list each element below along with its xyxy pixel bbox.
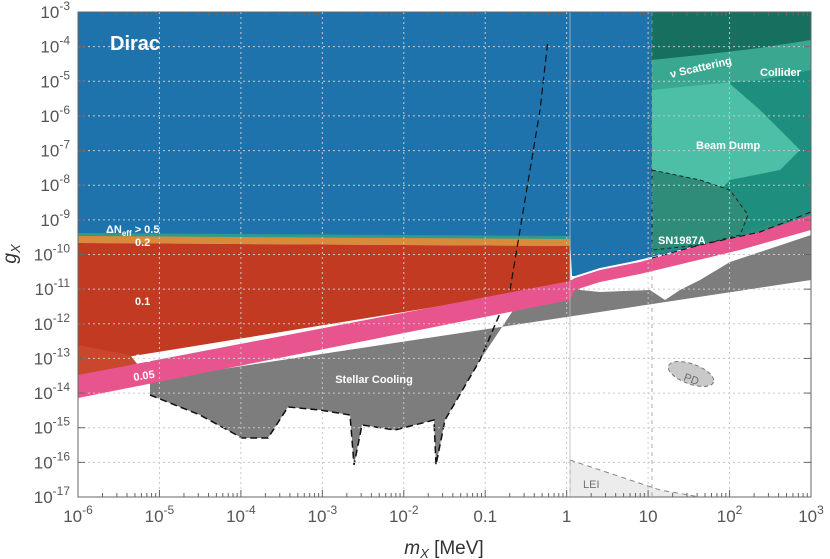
y-tick-label: 10-8 bbox=[40, 172, 70, 195]
y-axis-label: gX bbox=[0, 243, 23, 264]
y-tick-label: 10-7 bbox=[40, 138, 70, 161]
panel-label: Dirac bbox=[110, 33, 160, 55]
x-axis-label: mX [MeV] bbox=[404, 538, 483, 559]
x-tick-labels: 10-6 10-5 10-4 10-3 10-2 0.1 1 10 102 103 bbox=[63, 12, 824, 526]
teal-thin-band bbox=[78, 233, 570, 239]
y-tick-label: 10-10 bbox=[34, 242, 71, 265]
sn1987a-label: SN1987A bbox=[658, 235, 706, 247]
blue-region-boundary bbox=[509, 39, 549, 291]
y-tick-labels: 10-17 10-16 10-15 10-14 10-13 10-12 10-11 10-10… bbox=[34, 0, 811, 507]
pd-region bbox=[667, 361, 715, 387]
stellar-cooling-label: Stellar Cooling bbox=[335, 374, 413, 386]
label-02: 0.2 bbox=[135, 237, 150, 249]
x-tick-label: 102 bbox=[717, 503, 743, 526]
dneff-05-region bbox=[78, 12, 811, 276]
nu-scattering-region bbox=[652, 40, 811, 90]
collider-label: Collider bbox=[760, 67, 802, 79]
x-tick-label: 10-2 bbox=[389, 503, 419, 526]
dneff-005-band bbox=[78, 212, 811, 398]
y-tick-label: 10-5 bbox=[40, 68, 70, 91]
sn1987a-region bbox=[651, 169, 749, 251]
x-tick-label: 10-3 bbox=[308, 503, 338, 526]
dneff-01-region bbox=[78, 243, 570, 365]
x-tick-label: 10-6 bbox=[63, 503, 93, 526]
y-tick-label: 10-9 bbox=[40, 207, 70, 230]
x-tick-label: 10-5 bbox=[145, 503, 175, 526]
y-tick-label: 10-15 bbox=[34, 415, 71, 438]
plot-regions bbox=[78, 12, 811, 497]
y-tick-label: 10-4 bbox=[40, 34, 70, 57]
collider-region bbox=[652, 12, 811, 60]
label-01-upper: 0.1 bbox=[135, 296, 150, 308]
x-tick-label: 0.1 bbox=[473, 507, 497, 526]
stellar-cooling-boundary bbox=[149, 119, 536, 466]
y-tick-label: 10-17 bbox=[34, 484, 71, 507]
lei-region bbox=[569, 459, 701, 497]
y-tick-label: 10-6 bbox=[40, 103, 70, 126]
pd-label: PD bbox=[682, 372, 701, 389]
label-01-lower: 0.1 bbox=[135, 353, 150, 365]
y-tick-label: 10-13 bbox=[34, 345, 71, 368]
x-tick-label: 103 bbox=[798, 503, 824, 526]
stellar-cooling-region bbox=[150, 235, 811, 465]
y-tick-label: 10-12 bbox=[34, 311, 71, 334]
x-tick-label: 10-4 bbox=[226, 503, 256, 526]
y-tick-label: 10-3 bbox=[40, 0, 70, 22]
y-tick-label: 10-11 bbox=[35, 276, 71, 299]
lei-label: LEI bbox=[583, 479, 600, 491]
y-tick-label: 10-16 bbox=[34, 449, 71, 472]
x-tick-label: 10 bbox=[639, 507, 658, 526]
x-tick-label: 1 bbox=[562, 507, 571, 526]
label-005: 0.05 bbox=[133, 369, 156, 384]
y-tick-label: 10-14 bbox=[34, 380, 71, 403]
dneff-label: ΔNeff > 0.5 bbox=[106, 224, 159, 238]
beam-dump-label: Beam Dump bbox=[696, 140, 760, 152]
